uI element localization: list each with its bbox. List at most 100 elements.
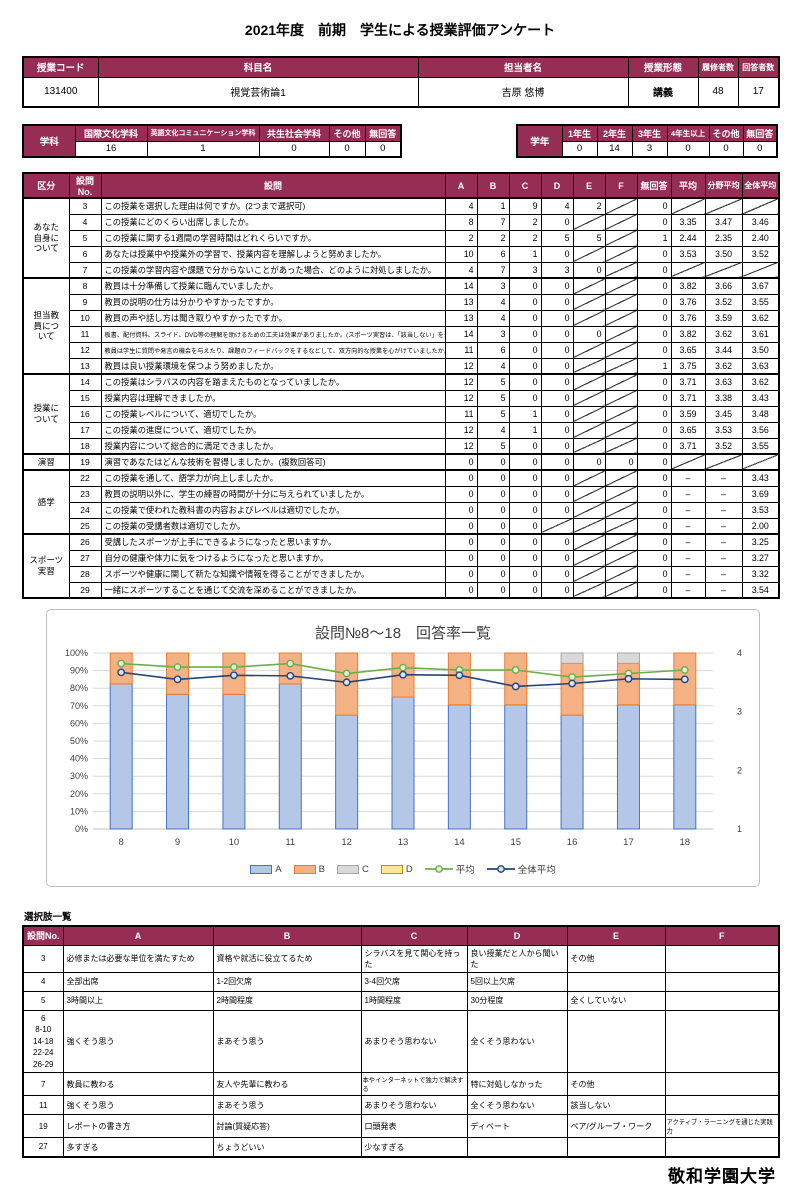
value-cell: 0 [540,485,574,503]
grade-label: 学年 [516,124,563,158]
value-cell: 0 [508,533,542,551]
value-cell: 2.00 [741,517,780,535]
value-cell [604,421,638,439]
choice-cell: あまりそう思わない [360,1009,468,1074]
dept-value: 0 [258,140,330,158]
bar-segment-A [222,693,246,830]
value-cell: 0 [476,517,510,535]
main-col-header: 全体平均 [741,172,780,199]
value-cell: 3.52 [741,245,780,263]
choices-question-no: 19 [22,1114,64,1139]
main-col-header: D [540,172,574,199]
value-cell: 0 [476,533,510,551]
choices-table-body: 3 必修または必要な単位を満たすため 資格や就活に役立てるため シラバスを見て関心を持… [22,944,780,1158]
choice-cell: ディベート [466,1114,568,1139]
value-cell: 3.47 [704,213,743,231]
value-cell: 3 [540,261,574,279]
bar-segment-A [504,704,528,830]
choice-cell [664,1137,780,1158]
value-cell: 0 [604,453,638,471]
value-cell: 0 [540,277,574,295]
section-label: スポーツ 実習 [22,533,70,599]
main-col-header: 区分 [22,172,70,199]
choice-cell: 良い授業だと人から聞いた [466,944,568,973]
value-cell: 0 [508,565,542,583]
question-text: この授業にどのくらい出席しましたか。 [100,213,446,231]
question-text: この授業レベルについて、適切でしたか。 [100,405,446,423]
value-cell: – [704,565,743,583]
marker-平均 [173,663,182,671]
bar-segment-B [616,662,640,706]
value-cell: 0 [476,501,510,519]
marker-平均 [399,663,407,672]
question-text: 授業内容は理解できましたか。 [100,389,446,407]
value-cell: 3.53 [670,245,706,263]
bar-segment-B [166,652,190,695]
value-cell: 1 [508,245,542,263]
y-right-tick: 3 [737,707,742,717]
value-cell [604,373,638,391]
value-cell: 3.71 [670,373,706,391]
x-tick: 15 [510,837,521,848]
value-cell: 2.35 [704,229,743,247]
value-cell [572,485,606,503]
legend-item-A: A [250,864,282,875]
value-cell: 0 [636,197,672,215]
subject-name-value: 視覚芸術論1 [97,76,419,108]
bar-segment-A [391,696,415,830]
main-table-body: あなた 自身に ついて 3 この授業を選択した理由は何ですか。(2つまで選択可) 4 1… [22,197,780,599]
choice-cell: 多すぎる [62,1137,214,1158]
value-cell: 0 [572,453,606,471]
marker-平均 [568,673,576,681]
question-no: 18 [68,437,102,455]
choice-cell: 3時間以上 [62,990,214,1011]
value-cell: 0 [476,581,510,599]
y-left-tick: 100% [65,648,88,658]
choice-cell: 資格や就活に役立てるため [212,944,362,973]
value-cell [604,245,638,263]
value-cell: 2 [444,229,478,247]
value-cell: 0 [476,485,510,503]
value-cell: 3.44 [704,341,743,359]
value-cell: 3.76 [670,293,706,311]
question-no: 6 [68,245,102,263]
value-cell [604,565,638,583]
question-text: この授業はシラバスの内容を踏まえたものとなっていましたか。 [100,373,446,391]
question-text: この授業で使われた教科書の内容およびレベルは適切でしたか。 [100,501,446,519]
value-cell: 0 [636,469,672,487]
value-cell: 0 [636,517,672,535]
value-cell [572,357,606,375]
question-no: 4 [68,213,102,231]
value-cell: – [670,549,706,567]
question-no: 7 [68,261,102,279]
choice-cell [664,1095,780,1116]
y-right-tick: 1 [737,824,742,834]
choice-cell: 2時間程度 [212,990,362,1011]
grade-value: 0 [742,140,778,158]
marker-全体平均 [568,679,576,688]
value-cell [572,581,606,599]
question-no: 28 [68,565,102,583]
value-cell: 3.66 [704,277,743,295]
value-cell: 0 [636,261,672,279]
value-cell: 3.65 [670,421,706,439]
choices-question-no: 27 [22,1137,64,1158]
grade-col-header: その他 [708,124,744,142]
grade-col-header: 1年生 [561,124,598,142]
value-cell: 0 [636,501,672,519]
value-cell: 0 [636,389,672,407]
value-cell: 0 [636,277,672,295]
value-cell: 0 [540,421,574,439]
value-cell: 3.67 [741,277,780,295]
choices-col-header: F [664,925,780,946]
marker-平均 [342,669,351,678]
value-cell: 0 [508,277,542,295]
value-cell: 0 [636,325,672,343]
y-left-tick: 10% [70,806,88,816]
value-cell: 0 [636,373,672,391]
value-cell: – [670,533,706,551]
main-col-header: E [572,172,606,199]
value-cell: 3.48 [741,405,780,423]
value-cell [604,549,638,567]
value-cell: – [704,501,743,519]
